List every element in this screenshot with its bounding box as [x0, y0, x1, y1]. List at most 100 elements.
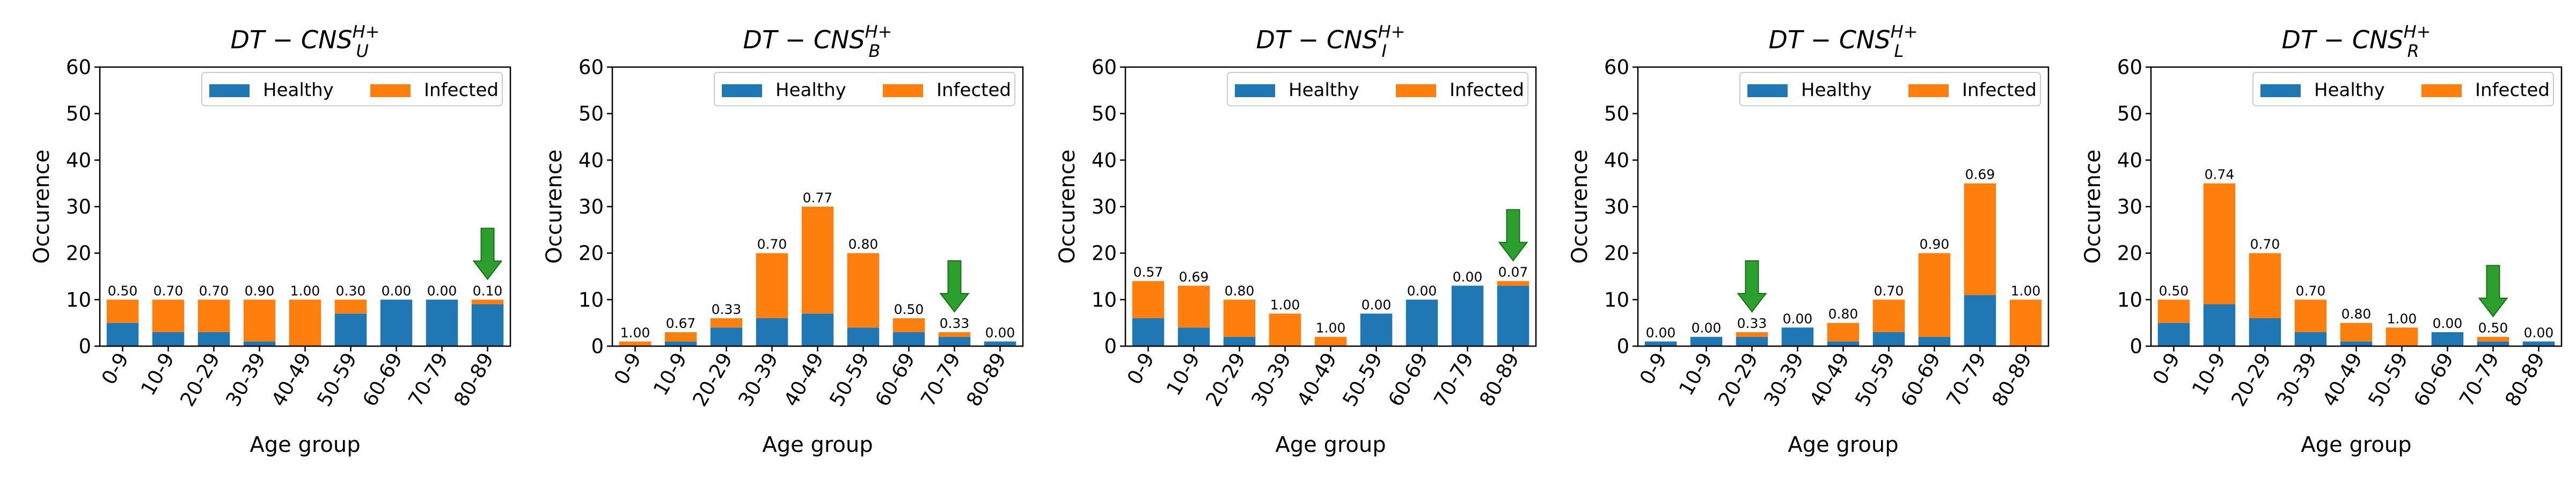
chart-title-base: DT − CNS: [743, 25, 865, 54]
legend-label-healthy: Healthy: [1289, 79, 1359, 101]
bar-value-label: 0.50: [2478, 320, 2508, 336]
x-tick-label: 80-89: [449, 349, 498, 411]
legend-swatch-healthy: [1235, 84, 1275, 97]
legend-swatch-healthy: [2260, 84, 2301, 97]
legend-swatch-healthy: [1747, 84, 1788, 97]
chart-title: DT − CNSH+ L: [1769, 21, 1918, 61]
bar-value-label: 0.80: [1225, 283, 1255, 298]
y-tick-label: 40: [1604, 149, 1629, 172]
y-tick-label: 60: [2117, 56, 2142, 79]
y-tick-label: 30: [66, 195, 91, 218]
bar-value-label: 0.90: [245, 283, 275, 298]
bar-healthy-7: [2431, 332, 2464, 346]
x-tick-label: 0-9: [97, 349, 133, 389]
bar-value-label: 0.80: [1828, 306, 1858, 322]
bar-healthy-7: [1918, 336, 1951, 346]
x-tick-label: 0-9: [610, 349, 646, 389]
bar-value-label: 0.00: [2433, 316, 2463, 331]
chart-panel-3: 0.57 0-9 0.69 10-9 0.80 20-29 1.00 30-39 1.00 40-…: [1055, 21, 1537, 457]
bar-infected-1: [2157, 299, 2190, 323]
highlight-arrow-icon: [472, 228, 503, 280]
bar-infected-5: [801, 207, 834, 314]
bar-value-label: 0.70: [199, 283, 229, 298]
plot-area-frame: [99, 66, 511, 347]
bar-infected-1: [619, 341, 652, 346]
bar-healthy-7: [1406, 299, 1438, 346]
bar-healthy-2: [1177, 327, 1210, 346]
y-tick-label: 0: [1616, 335, 1629, 358]
x-tick-label: 50-59: [2363, 349, 2412, 411]
y-tick-label: 30: [1604, 195, 1629, 218]
legend-label-healthy: Healthy: [775, 79, 846, 101]
x-tick-label: 70-79: [404, 349, 452, 411]
bar-infected-8: [938, 332, 971, 337]
plot-area-frame: [611, 66, 1024, 347]
bar-healthy-1: [1644, 341, 1677, 346]
x-tick-label: 40-49: [2318, 349, 2367, 411]
chart-title-base: DT − CNS: [2282, 25, 2404, 54]
legend-label-infected: Infected: [2475, 79, 2550, 101]
x-tick-label: 20-29: [2227, 349, 2275, 411]
y-tick-label: 10: [2117, 288, 2142, 311]
x-tick-label: 50-59: [825, 349, 874, 411]
x-tick-label: 40-49: [267, 349, 316, 411]
bar-value-label: 1.00: [290, 283, 320, 298]
x-tick-label: 40-49: [1292, 349, 1341, 411]
bar-value-label: 0.00: [1646, 325, 1676, 340]
bar-value-label: 0.00: [427, 283, 457, 298]
x-tick-label: 60-69: [1384, 349, 1432, 411]
x-tick-label: 60-69: [2409, 349, 2458, 411]
x-tick-label: 10-9: [1674, 349, 1717, 399]
chart-panel-4: 0.00 0-9 0.00 10-9 0.33 20-29 0.00 30-39 0.80 40-…: [1568, 21, 2050, 457]
bar-infected-3: [710, 318, 743, 328]
x-tick-label: 80-89: [1987, 349, 2036, 411]
bar-value-label: 1.00: [2387, 311, 2417, 326]
legend-label-infected: Infected: [1962, 79, 2037, 101]
bar-value-label: 0.50: [2159, 283, 2189, 298]
chart-title: DT − CNSH+ U: [231, 21, 380, 61]
bar-infected-5: [1314, 336, 1347, 346]
bar-value-label: 0.57: [1133, 265, 1163, 280]
bar-value-label: 0.00: [1453, 269, 1483, 284]
x-tick-label: 10-9: [2187, 349, 2230, 399]
bar-value-label: 1.00: [620, 325, 650, 340]
x-tick-label: 80-89: [2500, 349, 2549, 411]
bar-healthy-3: [197, 332, 230, 346]
legend-swatch-infected: [2421, 84, 2462, 97]
x-tick-label: 20-29: [175, 349, 224, 411]
bar-healthy-2: [2203, 304, 2236, 346]
y-tick-label: 0: [591, 335, 604, 358]
x-tick-label: 30-39: [2272, 349, 2321, 411]
bar-infected-6: [334, 299, 367, 314]
legend-swatch-infected: [1908, 84, 1949, 97]
bar-infected-4: [2294, 299, 2327, 332]
bar-value-label: 0.67: [666, 316, 696, 331]
bar-value-label: 0.70: [757, 237, 787, 252]
y-tick-label: 30: [2117, 195, 2142, 218]
y-tick-label: 60: [1604, 56, 1629, 79]
y-tick-label: 40: [579, 149, 604, 172]
x-tick-label: 0-9: [1635, 349, 1671, 389]
legend-label-healthy: Healthy: [1801, 79, 1872, 101]
chart-title-base: DT − CNS: [1769, 25, 1891, 54]
bar-healthy-9: [984, 341, 1016, 346]
chart-panel-1: 0.50 0-9 0.70 10-9 0.70 20-29 0.90 30-39 1.00 40-…: [30, 21, 511, 457]
bar-healthy-9: [2522, 341, 2555, 346]
bar-value-label: 0.74: [2205, 167, 2235, 182]
x-tick-label: 0-9: [1123, 349, 1159, 389]
x-tick-label: 20-29: [1201, 349, 1250, 411]
chart-title-base: DT − CNS: [1256, 25, 1378, 54]
bar-healthy-8: [1964, 295, 1996, 346]
legend-label-infected: Infected: [424, 79, 499, 101]
bar-infected-9: [471, 299, 504, 304]
bar-value-label: 0.10: [473, 283, 503, 298]
bar-healthy-6: [1360, 313, 1393, 346]
bar-infected-7: [892, 318, 925, 332]
bar-healthy-9: [471, 304, 504, 346]
chart-title-subscript: I: [1381, 41, 1386, 61]
chart-title: DT − CNSH+ R: [2282, 21, 2431, 61]
highlight-arrow-icon: [1737, 260, 1767, 313]
bar-value-label: 1.00: [2011, 283, 2041, 298]
bar-healthy-3: [710, 327, 743, 346]
